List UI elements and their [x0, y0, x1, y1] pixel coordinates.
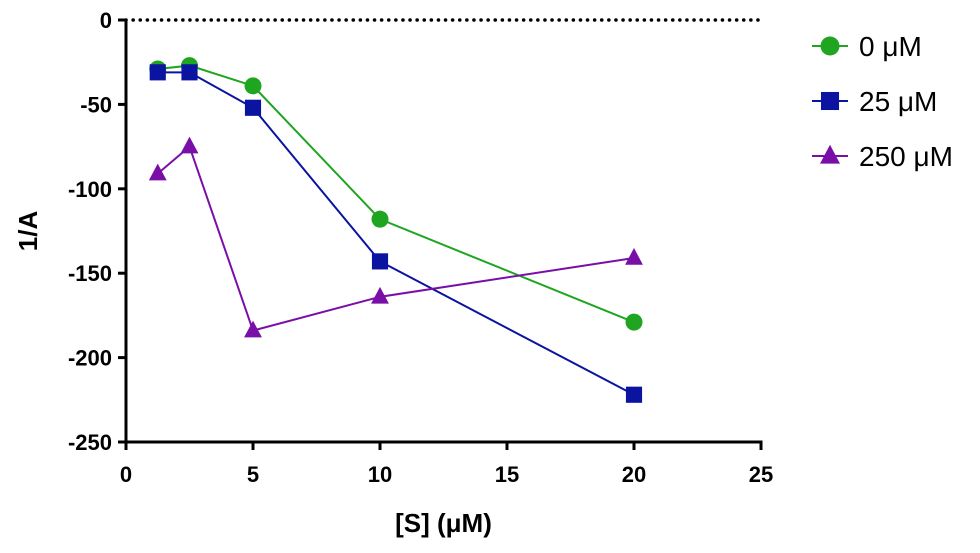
axes: 0 -50 -100 -150 -200 -250 0 5 10 15 20 25: [68, 8, 773, 487]
x-axis-title: [S] (μM): [395, 508, 492, 538]
legend-marker: [820, 91, 840, 111]
y-tick-label: -150: [68, 261, 112, 286]
legend-label: 0 μM: [859, 31, 922, 62]
x-tick-label: 25: [749, 462, 773, 487]
data-point: [371, 210, 389, 228]
legend-item-2: 250 μM: [812, 141, 953, 172]
legend-marker: [820, 144, 840, 164]
data-point: [149, 64, 166, 81]
data-point: [625, 313, 643, 331]
y-axis-title: 1/A: [13, 211, 43, 252]
data-point: [181, 64, 198, 81]
data-point: [244, 320, 262, 338]
data-point: [625, 247, 643, 265]
series-line: [157, 144, 635, 332]
data-point: [244, 77, 262, 95]
x-tick-label: 5: [247, 462, 259, 487]
x-tick-label: 20: [622, 462, 646, 487]
y-tick-label: -50: [80, 92, 112, 117]
y-tick-label: -250: [68, 430, 112, 455]
legend-item-1: 25 μM: [812, 86, 937, 117]
data-point: [371, 286, 389, 304]
data-point: [244, 99, 262, 116]
data-point: [180, 136, 199, 154]
y-tick-label: 0: [100, 8, 112, 33]
x-tick-label: 15: [495, 462, 519, 487]
x-tick-label: 10: [368, 462, 392, 487]
data-point: [148, 163, 167, 181]
series-line: [157, 71, 635, 396]
series-line: [157, 64, 635, 324]
legend-marker: [820, 36, 840, 56]
legend-label: 250 μM: [859, 141, 953, 172]
legend: 0 μM 25 μM 250 μM: [812, 31, 953, 172]
data-point: [625, 386, 643, 403]
y-tick-label: -200: [68, 346, 112, 371]
data-point: [371, 253, 389, 270]
series-2: [148, 136, 643, 338]
y-tick-label: -100: [68, 177, 112, 202]
legend-item-0: 0 μM: [812, 31, 922, 62]
legend-label: 25 μM: [859, 86, 937, 117]
series-1: [149, 64, 643, 403]
series-0: [149, 57, 643, 331]
x-tick-label: 0: [120, 462, 132, 487]
series-layer: [148, 57, 643, 403]
